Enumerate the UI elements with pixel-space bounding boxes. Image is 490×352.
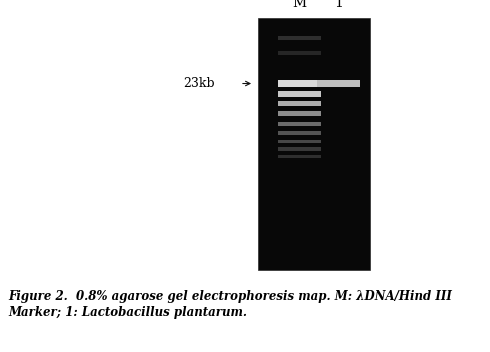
- Text: Marker; 1: Lactobacillus plantarum.: Marker; 1: Lactobacillus plantarum.: [8, 306, 247, 319]
- Text: Figure 2.  0.8% agarose gel electrophoresis map. M: λDNA/Hind III: Figure 2. 0.8% agarose gel electrophores…: [8, 290, 452, 303]
- Bar: [278, 90, 321, 97]
- Bar: [278, 131, 321, 135]
- Bar: [278, 140, 321, 143]
- Text: M: M: [293, 0, 307, 10]
- Bar: [278, 155, 321, 158]
- Bar: [278, 101, 321, 106]
- Bar: [278, 111, 321, 116]
- Bar: [258, 18, 370, 270]
- Bar: [278, 36, 321, 40]
- Bar: [278, 51, 321, 55]
- Bar: [278, 147, 321, 151]
- Bar: [318, 80, 360, 87]
- Text: 1: 1: [334, 0, 343, 10]
- Bar: [278, 80, 321, 87]
- Bar: [278, 121, 321, 126]
- Text: 23kb: 23kb: [183, 77, 215, 90]
